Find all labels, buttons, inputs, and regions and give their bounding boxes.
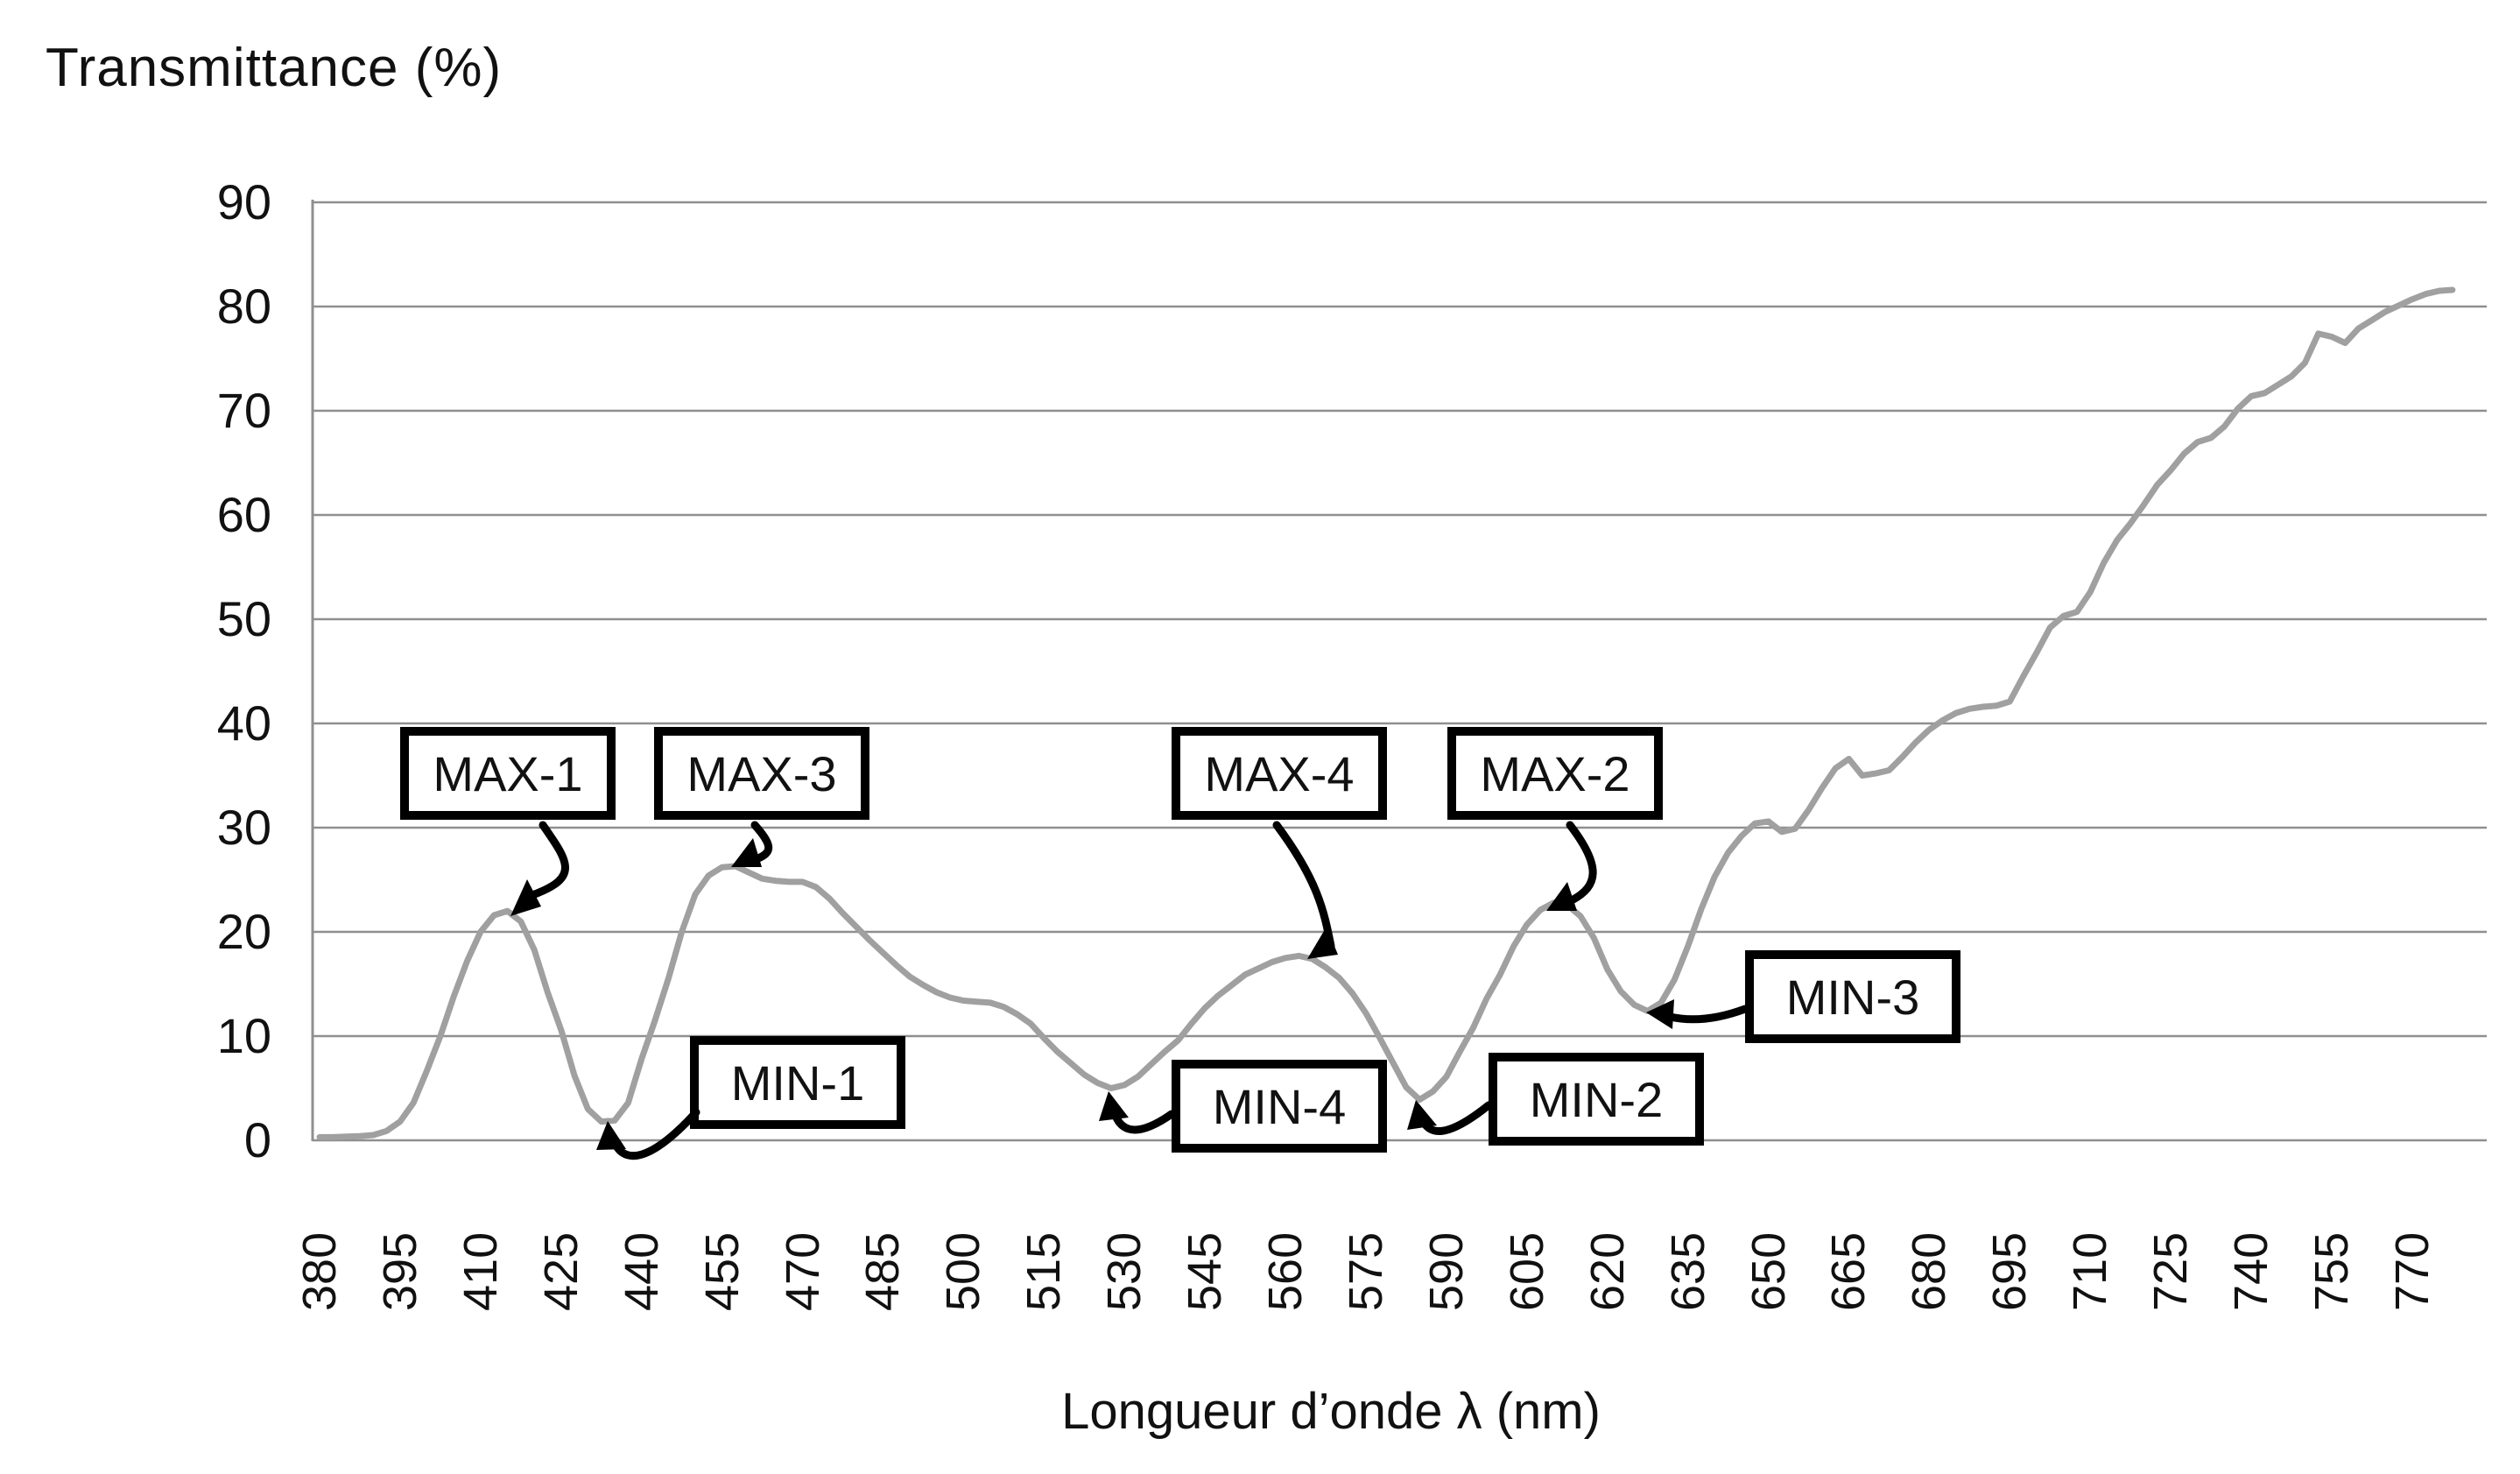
y-tick-label-60: 60 — [216, 487, 271, 542]
callout-max-3-label: MAX-3 — [686, 745, 837, 801]
y-tick-label-0: 0 — [243, 1112, 271, 1167]
callout-max-4: MAX-4 — [1172, 727, 1387, 820]
callout-min-3-label: MIN-3 — [1785, 969, 1920, 1025]
min-1-arrow — [596, 1108, 700, 1160]
y-tick-label-30: 30 — [216, 800, 271, 855]
callout-min-2-label: MIN-2 — [1529, 1071, 1664, 1127]
callout-min-4-label: MIN-4 — [1212, 1078, 1347, 1134]
callout-max-4-label: MAX-4 — [1204, 745, 1355, 801]
callout-min-1: MIN-1 — [690, 1036, 905, 1129]
y-tick-label-40: 40 — [216, 695, 271, 751]
max-3-arrow — [731, 821, 773, 867]
callout-max-1-label: MAX-1 — [433, 745, 583, 801]
transmittance-curve — [316, 286, 2456, 1140]
min-3-arrow — [1646, 999, 1749, 1029]
callout-max-2: MAX-2 — [1447, 727, 1663, 820]
min-4-arrow — [1099, 1091, 1176, 1134]
callout-min-3: MIN-3 — [1745, 950, 1960, 1043]
y-tick-label-70: 70 — [216, 383, 271, 438]
callout-max-3: MAX-3 — [654, 727, 869, 820]
min-2-arrow — [1407, 1100, 1493, 1135]
y-tick-label-20: 20 — [216, 904, 271, 959]
x-axis-title: Longueur d’onde λ (nm) — [1061, 1383, 1601, 1440]
max-2-arrow — [1546, 821, 1597, 911]
y-tick-label-90: 90 — [216, 174, 271, 229]
callout-max-1: MAX-1 — [400, 727, 616, 820]
y-tick-label-10: 10 — [216, 1008, 271, 1063]
callout-min-2: MIN-2 — [1489, 1053, 1704, 1146]
max-1-arrow — [510, 821, 569, 916]
callout-max-2-label: MAX-2 — [1480, 745, 1630, 801]
y-tick-label-50: 50 — [216, 591, 271, 646]
max-4-arrow — [1272, 821, 1338, 959]
callout-min-4: MIN-4 — [1172, 1060, 1387, 1153]
callout-min-1-label: MIN-1 — [730, 1054, 865, 1111]
y-tick-label-80: 80 — [216, 279, 271, 334]
chart-title: Transmittance (%) — [46, 38, 503, 98]
